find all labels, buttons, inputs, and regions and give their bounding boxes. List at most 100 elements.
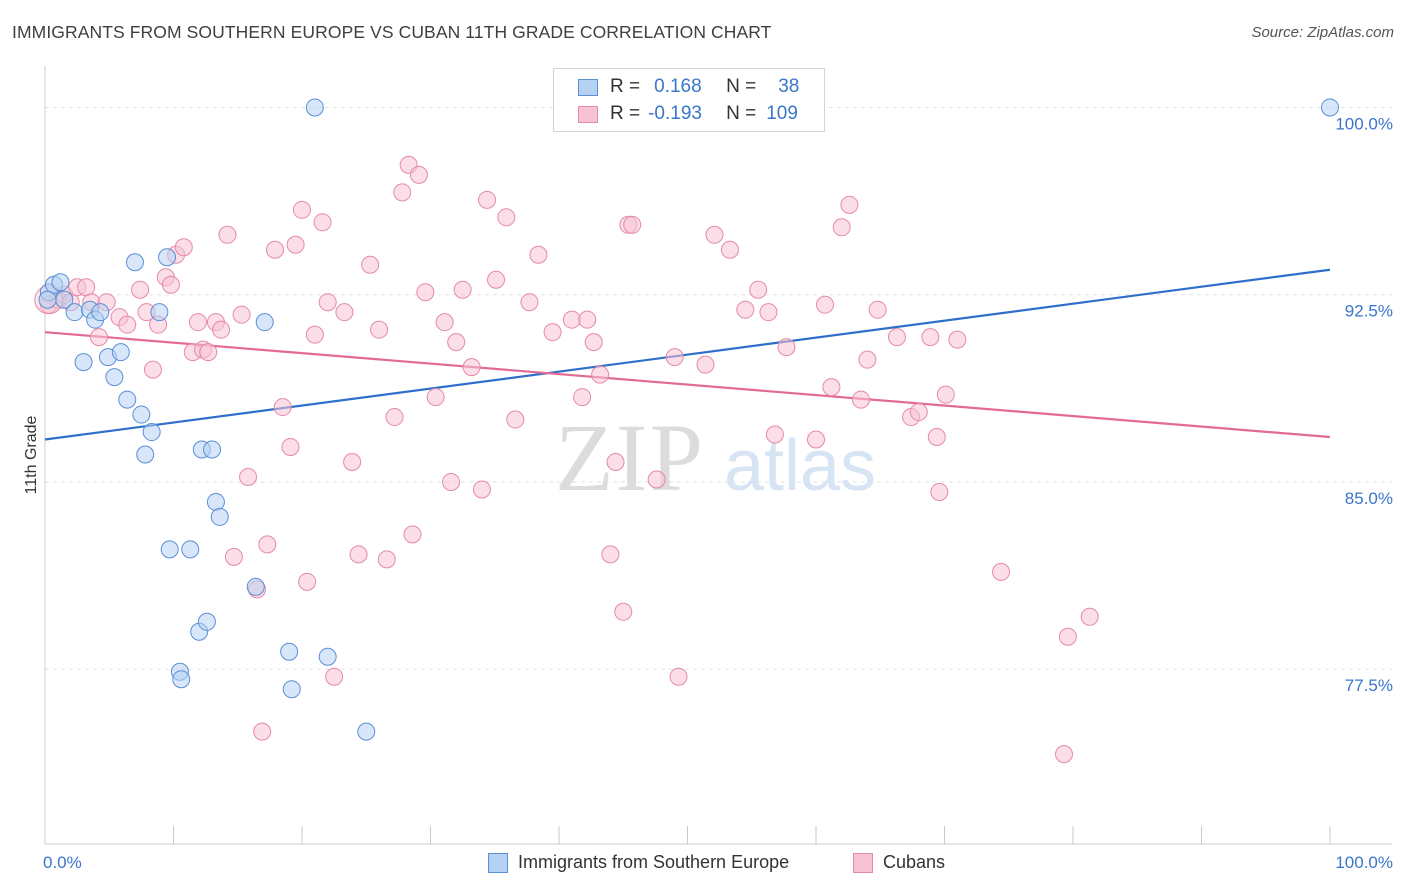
point-southern-europe xyxy=(91,303,110,322)
legend-swatch-blue xyxy=(578,78,598,96)
x-tick-label-min: 0.0% xyxy=(43,853,82,872)
point-cubans xyxy=(370,320,389,339)
point-cubans xyxy=(385,408,404,427)
point-cubans xyxy=(298,572,317,591)
point-cubans xyxy=(447,333,466,352)
point-southern-europe xyxy=(38,290,57,309)
legend-r-value: 0.168 xyxy=(654,76,702,97)
point-cubans xyxy=(253,722,272,741)
point-cubans xyxy=(520,293,539,312)
point-southern-europe xyxy=(181,540,200,559)
point-cubans xyxy=(218,225,237,244)
point-cubans xyxy=(239,467,258,486)
point-cubans xyxy=(435,313,454,332)
point-southern-europe xyxy=(150,303,169,322)
point-cubans xyxy=(529,245,548,264)
point-cubans xyxy=(506,410,525,429)
point-cubans xyxy=(927,428,946,447)
point-cubans xyxy=(696,355,715,374)
point-cubans xyxy=(606,452,625,471)
point-southern-europe xyxy=(318,647,337,666)
point-cubans xyxy=(948,330,967,349)
point-cubans xyxy=(573,388,592,407)
point-cubans xyxy=(453,280,472,299)
legend-r-value: -0.193 xyxy=(648,103,702,124)
bottom-legend-label: Cubans xyxy=(883,852,946,872)
legend-row-cubans: R = -0.193 N = 109 xyxy=(578,102,798,126)
point-cubans xyxy=(188,313,207,332)
point-cubans xyxy=(318,293,337,312)
y-tick-label: 100.0% xyxy=(1335,114,1393,133)
point-cubans xyxy=(426,388,445,407)
watermark-atlas: atlas xyxy=(724,426,876,506)
trend-lines xyxy=(44,268,1331,441)
y-axis-label: 11th Grade xyxy=(23,415,40,495)
y-tick-label: 77.5% xyxy=(1345,676,1393,695)
point-cubans xyxy=(765,425,784,444)
point-cubans xyxy=(361,255,380,274)
point-cubans xyxy=(578,310,597,329)
y-tick-label: 92.5% xyxy=(1345,302,1393,321)
point-cubans xyxy=(868,300,887,319)
point-cubans xyxy=(822,378,841,397)
point-cubans xyxy=(584,333,603,352)
bottom-legend-southern-europe: Immigrants from Southern Europe xyxy=(488,852,789,873)
point-southern-europe xyxy=(142,423,161,442)
legend-n-value: 109 xyxy=(766,103,798,124)
point-cubans xyxy=(377,550,396,569)
point-cubans xyxy=(909,403,928,422)
point-southern-europe xyxy=(206,492,225,511)
point-southern-europe xyxy=(305,98,324,117)
point-cubans xyxy=(266,240,285,259)
point-cubans xyxy=(930,482,949,501)
point-cubans xyxy=(543,323,562,342)
point-cubans xyxy=(174,238,193,257)
point-cubans xyxy=(409,165,428,184)
point-cubans xyxy=(1055,745,1074,764)
point-cubans xyxy=(1058,627,1077,646)
point-cubans xyxy=(832,218,851,237)
point-southern-europe xyxy=(172,670,191,689)
legend-r-label: R = xyxy=(610,103,641,124)
point-southern-europe xyxy=(197,612,216,631)
point-cubans xyxy=(478,190,497,209)
point-cubans xyxy=(281,438,300,457)
point-cubans xyxy=(705,225,724,244)
point-cubans xyxy=(1080,607,1099,626)
point-cubans xyxy=(143,360,162,379)
point-cubans xyxy=(393,183,412,202)
point-cubans xyxy=(851,390,870,409)
point-southern-europe xyxy=(255,313,274,332)
point-cubans xyxy=(161,275,180,294)
point-southern-europe xyxy=(210,507,229,526)
legend-n-value: 38 xyxy=(778,76,800,97)
point-cubans xyxy=(777,338,796,357)
point-cubans xyxy=(936,385,955,404)
point-cubans xyxy=(212,320,231,339)
point-cubans xyxy=(118,315,137,334)
tick-labels: 77.5% 85.0% 92.5% 100.0% 0.0% 100.0% xyxy=(43,114,1393,872)
point-cubans xyxy=(497,208,516,227)
legend-n-label: N = xyxy=(726,103,757,124)
point-cubans xyxy=(921,328,940,347)
point-cubans xyxy=(224,547,243,566)
point-southern-europe xyxy=(65,303,84,322)
x-tick-label-max: 100.0% xyxy=(1335,853,1393,872)
legend-row-southern-europe: R = 0.168 N = 38 xyxy=(578,75,799,99)
point-cubans xyxy=(258,535,277,554)
point-cubans xyxy=(77,278,96,297)
bottom-legend-swatch-pink xyxy=(853,852,873,873)
point-cubans xyxy=(335,303,354,322)
point-cubans xyxy=(815,295,834,314)
point-southern-europe xyxy=(246,577,265,596)
point-cubans xyxy=(591,365,610,384)
watermark-zip: ZIP xyxy=(555,404,705,511)
point-southern-europe xyxy=(105,368,124,387)
point-southern-europe xyxy=(1321,98,1339,117)
point-cubans xyxy=(759,303,778,322)
point-cubans xyxy=(840,195,859,214)
point-southern-europe xyxy=(51,273,70,292)
point-cubans xyxy=(273,398,292,417)
point-cubans xyxy=(749,280,768,299)
